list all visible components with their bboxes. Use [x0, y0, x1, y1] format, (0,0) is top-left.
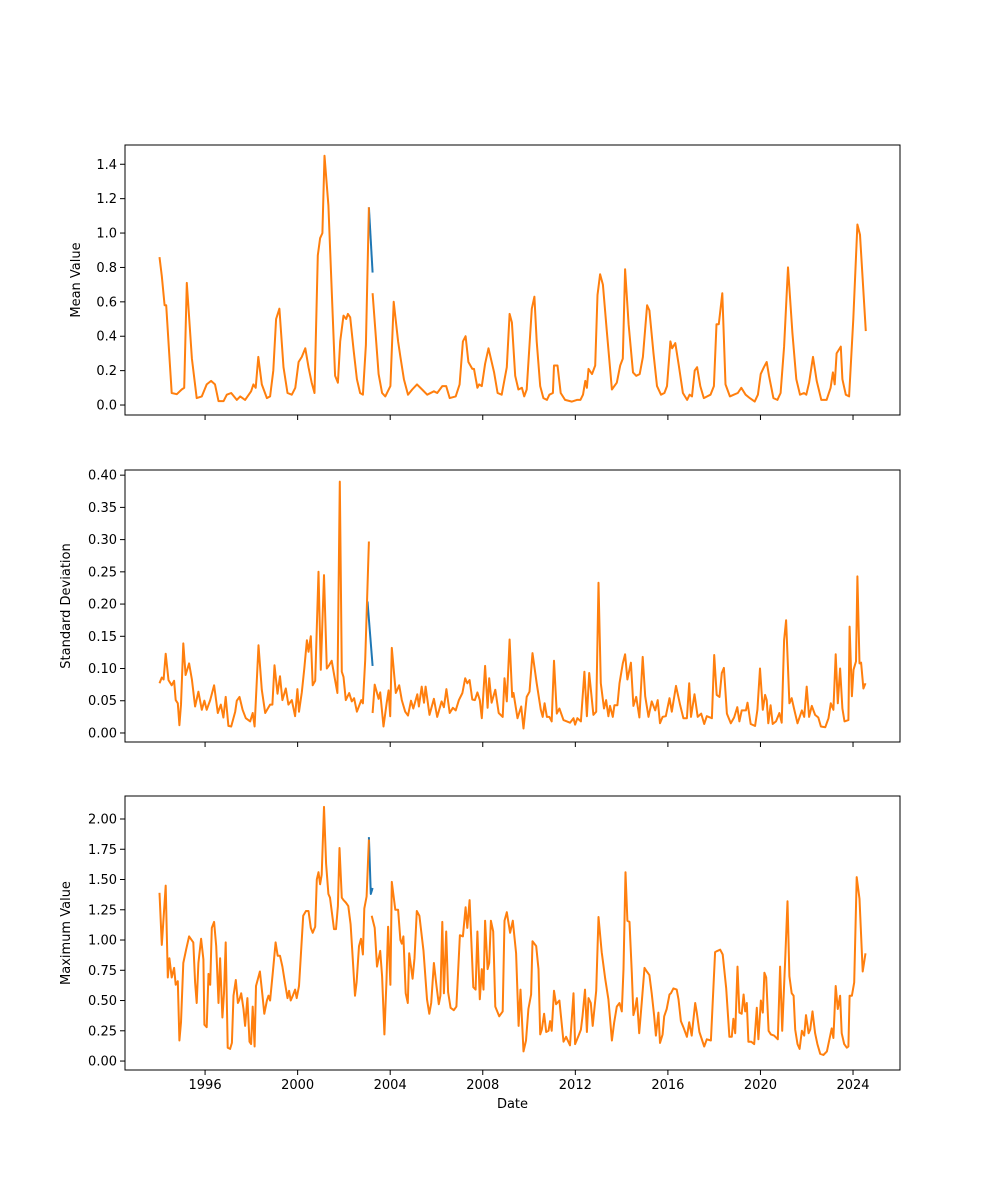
line-series-1: [366, 601, 374, 666]
y-tick-label: 1.4: [96, 158, 117, 173]
x-axis-label: Date: [497, 1097, 528, 1112]
subplot-std: 0.00 0.05 0.10 0.15 0.20 0.25 0.30 0.35 0.40 Stan…: [59, 469, 901, 747]
y-tick-label: 0.8: [96, 261, 117, 276]
line-series-2: [158, 805, 867, 1056]
y-tick-label: 2.00: [88, 812, 117, 827]
x-tick-label: 2016: [651, 1078, 684, 1093]
y-tick-label: 0.15: [88, 630, 117, 645]
line-series-2: [158, 480, 867, 730]
y-tick-label: 0.00: [88, 726, 117, 741]
line-series-1: [367, 837, 374, 895]
y-tick-label: 0.0: [96, 399, 117, 414]
y-tick-label: 0.50: [88, 994, 117, 1009]
line-series-2: [158, 154, 867, 403]
subplot-max: 1996 2000 2004 2008 2012 2016 2020 2024 0.00 0.25…: [59, 795, 901, 1112]
x-tick-label: 2004: [374, 1078, 407, 1093]
y-tick-label: 1.75: [88, 843, 117, 858]
y-tick-label: 1.25: [88, 903, 117, 918]
y-tick-label: 0.2: [96, 364, 117, 379]
y-tick-label: 0.40: [88, 469, 117, 484]
axes-frame: [124, 469, 901, 743]
y-tick-label: 1.00: [88, 934, 117, 949]
y-tick-label: 0.30: [88, 533, 117, 548]
y-tick-label: 0.25: [88, 1024, 117, 1039]
x-tick-label: 2000: [281, 1078, 314, 1093]
y-axis-label: Standard Deviation: [59, 543, 74, 668]
y-tick-label: 1.0: [96, 227, 117, 242]
y-axis-label: Mean Value: [69, 242, 84, 317]
y-tick-label: 1.50: [88, 873, 117, 888]
y-tick-label: 0.00: [88, 1055, 117, 1070]
x-tick-label: 1996: [189, 1078, 222, 1093]
y-tick-label: 0.6: [96, 295, 117, 310]
y-tick-label: 0.4: [96, 330, 117, 345]
y-tick-label: 0.10: [88, 662, 117, 677]
subplot-mean: 0.0 0.2 0.4 0.6 0.8 1.0 1.2 1.4 Mean Value: [69, 144, 901, 420]
y-tick-label: 0.35: [88, 501, 117, 516]
axes-frame: [124, 144, 901, 416]
x-tick-label: 2008: [466, 1078, 499, 1093]
y-tick-label: 1.2: [96, 192, 117, 207]
y-axis-label: Maximum Value: [59, 881, 74, 985]
x-tick-label: 2012: [559, 1078, 592, 1093]
x-tick-label: 2024: [836, 1078, 869, 1093]
y-tick-label: 0.25: [88, 565, 117, 580]
y-tick-label: 0.05: [88, 694, 117, 709]
y-tick-label: 0.75: [88, 964, 117, 979]
y-tick-label: 0.20: [88, 598, 117, 613]
x-tick-label: 2020: [744, 1078, 777, 1093]
axes-frame: [124, 795, 901, 1071]
